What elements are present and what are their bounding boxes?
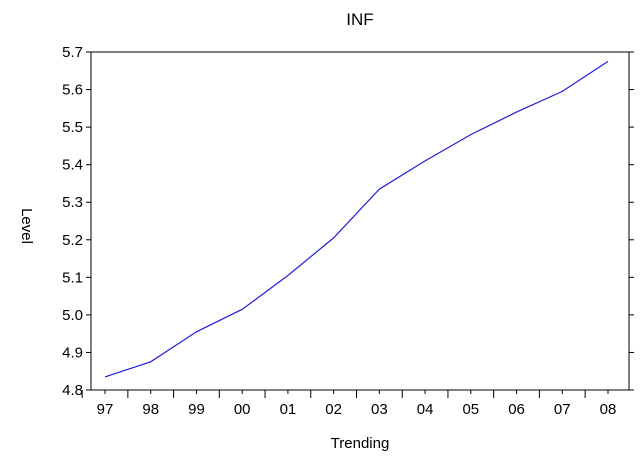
series-group <box>104 60 609 378</box>
y-tick-label: 5.7 <box>62 44 83 61</box>
y-tick-label: 5.0 <box>62 307 83 324</box>
x-tick-label: 03 <box>371 401 388 418</box>
x-tick-label: 05 <box>462 401 479 418</box>
y-tick-label: 4.8 <box>62 382 83 399</box>
x-tick-label: 00 <box>234 401 251 418</box>
x-axis-label: Trending <box>331 435 390 452</box>
y-axis: 4.8 4.9 5.0 5.1 5.2 5.3 5.4 5.5 5.6 5.7 <box>62 44 634 399</box>
x-tick-label: 06 <box>508 401 525 418</box>
y-tick-label: 5.2 <box>62 232 83 249</box>
x-tick-label: 01 <box>280 401 297 418</box>
x-tick-label: 99 <box>188 401 205 418</box>
chart-title: INF <box>346 10 373 29</box>
y-tick-label: 4.9 <box>62 344 83 361</box>
x-tick-label: 02 <box>325 401 342 418</box>
x-tick-label: 07 <box>554 401 571 418</box>
x-tick-label: 98 <box>142 401 159 418</box>
y-tick-label: 5.4 <box>62 157 83 174</box>
x-tick-label: 97 <box>97 401 114 418</box>
y-tick-label: 5.3 <box>62 194 83 211</box>
plot-frame <box>90 51 630 391</box>
x-tick-label: 04 <box>417 401 434 418</box>
x-tick-label: 08 <box>600 401 617 418</box>
x-axis: 97 98 99 00 01 02 03 04 05 06 07 08 <box>81 390 617 418</box>
series-line <box>104 60 609 378</box>
y-tick-label: 5.5 <box>62 119 83 136</box>
y-tick-label: 5.1 <box>62 269 83 286</box>
y-axis-label: Level <box>18 208 35 244</box>
y-tick-label: 5.6 <box>62 82 83 99</box>
